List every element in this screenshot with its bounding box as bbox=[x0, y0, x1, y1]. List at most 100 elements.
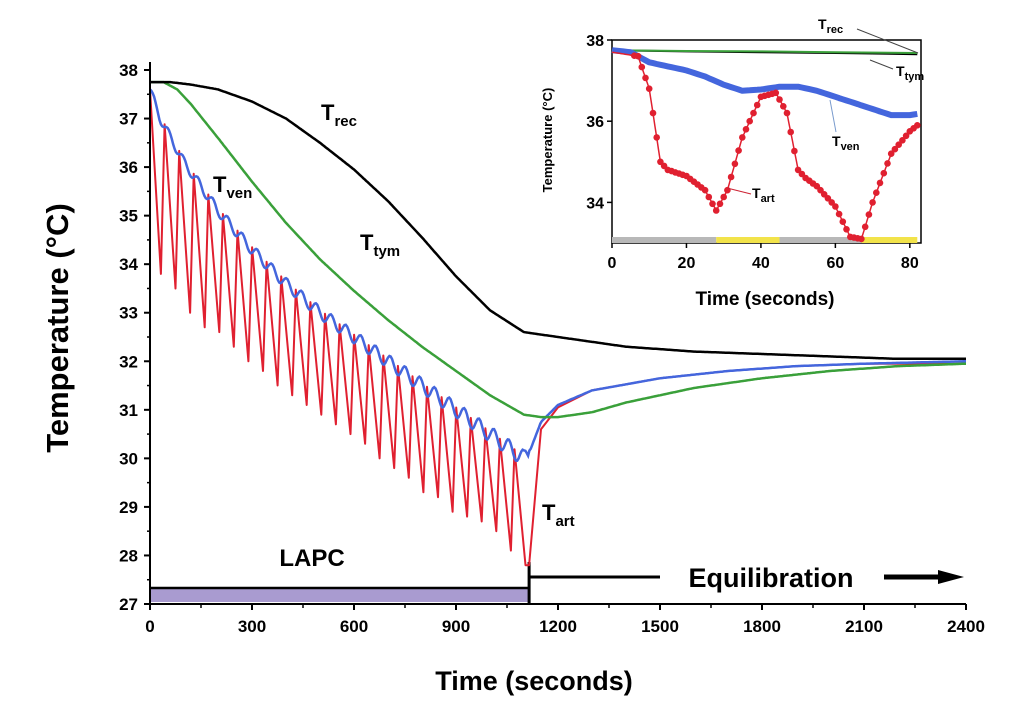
inset-tart-point bbox=[645, 85, 653, 92]
x-tick-label: 2400 bbox=[947, 617, 985, 636]
inset-y-axis-title: Temperature (°C) bbox=[540, 88, 555, 193]
label-ttym: Ttym bbox=[360, 230, 400, 260]
y-tick-label: 37 bbox=[119, 110, 138, 129]
inset-label-tven: Tven bbox=[832, 133, 860, 153]
inset-label-trec: Trec bbox=[818, 16, 843, 36]
inset-series-ttym bbox=[611, 49, 918, 54]
inset-tart-point bbox=[876, 179, 884, 187]
inset-label-tart: Tart bbox=[752, 185, 775, 205]
inset-tart-point bbox=[634, 52, 642, 60]
x-tick-label: 1500 bbox=[641, 617, 679, 636]
inset-x-tick-label: 0 bbox=[608, 255, 617, 272]
inset-series-tven bbox=[611, 47, 918, 119]
y-tick-label: 28 bbox=[119, 546, 138, 565]
inset-tart-point bbox=[735, 147, 742, 154]
y-tick-label: 35 bbox=[119, 207, 138, 226]
inset-tart-point bbox=[653, 134, 660, 141]
inset-leader-ttym bbox=[869, 59, 894, 70]
inset-tart-point bbox=[727, 173, 735, 181]
inset-tart-point bbox=[899, 137, 906, 144]
inset-tart-point bbox=[739, 134, 746, 141]
y-tick-label: 27 bbox=[119, 595, 138, 614]
inset-tart-point bbox=[742, 126, 750, 133]
inset-tart-point bbox=[701, 186, 709, 194]
y-tick-label: 32 bbox=[119, 352, 138, 371]
inset-tart-point bbox=[865, 211, 873, 218]
inset-tart-point bbox=[880, 169, 888, 177]
x-tick-label: 1800 bbox=[743, 617, 781, 636]
main-plot-area bbox=[149, 80, 966, 604]
inset-tart-point bbox=[720, 193, 727, 201]
series-tven bbox=[149, 88, 966, 463]
inset-x-tick-label: 40 bbox=[752, 255, 770, 272]
y-tick-label: 33 bbox=[119, 304, 138, 323]
inset-tart-point bbox=[832, 203, 839, 210]
inset-tart-point bbox=[895, 141, 902, 148]
inset-tart-point bbox=[709, 200, 716, 208]
equilibration-arrow-head bbox=[938, 570, 964, 584]
inset-x-tick-label: 80 bbox=[901, 255, 919, 272]
inset-phase-segment bbox=[779, 237, 862, 243]
inset-tart-point bbox=[839, 218, 847, 225]
series-trec bbox=[150, 80, 966, 361]
inset-x-axis-title: Time (seconds) bbox=[695, 289, 834, 310]
x-tick-label: 1200 bbox=[539, 617, 577, 636]
phase-label-equilibration: Equilibration bbox=[689, 563, 854, 593]
inset-tart-point bbox=[791, 147, 798, 155]
inset-tart-point bbox=[914, 122, 921, 129]
inset-leader-trec bbox=[856, 28, 919, 54]
label-tven: Tven bbox=[213, 172, 252, 202]
inset-tart-point bbox=[873, 189, 880, 196]
phase-label-lapc: LAPC bbox=[279, 545, 344, 572]
inset-tart-point bbox=[750, 109, 757, 117]
x-axis-title: Time (seconds) bbox=[435, 666, 633, 696]
y-axis-title: Temperature (°C) bbox=[40, 203, 75, 453]
y-tick-label: 30 bbox=[119, 449, 138, 468]
label-trec: Trec bbox=[321, 100, 357, 130]
label-tart: Tart bbox=[542, 500, 575, 530]
inset-tart-point bbox=[902, 132, 910, 140]
inset-tart-point bbox=[705, 193, 713, 201]
inset-x-tick-label: 60 bbox=[826, 255, 844, 272]
inset-axes: 34 36 38 0 20 40 60 80 bbox=[586, 33, 919, 272]
inset-tart-point bbox=[712, 207, 720, 214]
inset-tart-point bbox=[716, 200, 724, 208]
y-tick-label: 31 bbox=[119, 401, 138, 420]
y-tick-label: 29 bbox=[119, 498, 138, 517]
x-tick-label: 2100 bbox=[845, 617, 883, 636]
inset-phase-segment bbox=[612, 237, 717, 243]
inset-tart-point bbox=[753, 101, 761, 109]
inset-tart-point bbox=[869, 199, 876, 206]
series-ttym bbox=[150, 80, 966, 419]
x-tick-label: 600 bbox=[340, 617, 368, 636]
y-tick-label: 34 bbox=[119, 255, 138, 274]
inset-y-tick-label: 34 bbox=[586, 195, 604, 212]
inset-tart-point bbox=[649, 109, 657, 117]
inset-tart-point bbox=[638, 63, 646, 71]
inset-tart-point bbox=[780, 103, 787, 110]
inset-tart-point bbox=[891, 145, 899, 153]
series-tart bbox=[149, 89, 966, 567]
x-tick-label: 300 bbox=[238, 617, 266, 636]
x-tick-label: 0 bbox=[145, 617, 154, 636]
inset-tart-point bbox=[887, 150, 895, 157]
x-tick-label: 900 bbox=[442, 617, 470, 636]
inset-x-tick-label: 20 bbox=[678, 255, 696, 272]
inset-phase-segment bbox=[861, 237, 918, 243]
lapc-bar bbox=[150, 588, 530, 602]
inset-y-tick-label: 36 bbox=[586, 114, 604, 131]
inset-tart-point bbox=[787, 128, 794, 136]
inset-tart-point bbox=[776, 96, 783, 103]
inset-y-tick-label: 38 bbox=[586, 33, 604, 50]
y-tick-label: 38 bbox=[119, 61, 138, 80]
inset-tart-point bbox=[731, 160, 739, 168]
inset-leader-tven bbox=[829, 99, 837, 133]
inset-plot-area bbox=[611, 28, 922, 244]
inset-frame bbox=[611, 39, 922, 244]
inset-tart-point bbox=[843, 226, 850, 233]
inset-tart-point bbox=[884, 160, 891, 167]
inset-tart-point bbox=[772, 89, 780, 97]
